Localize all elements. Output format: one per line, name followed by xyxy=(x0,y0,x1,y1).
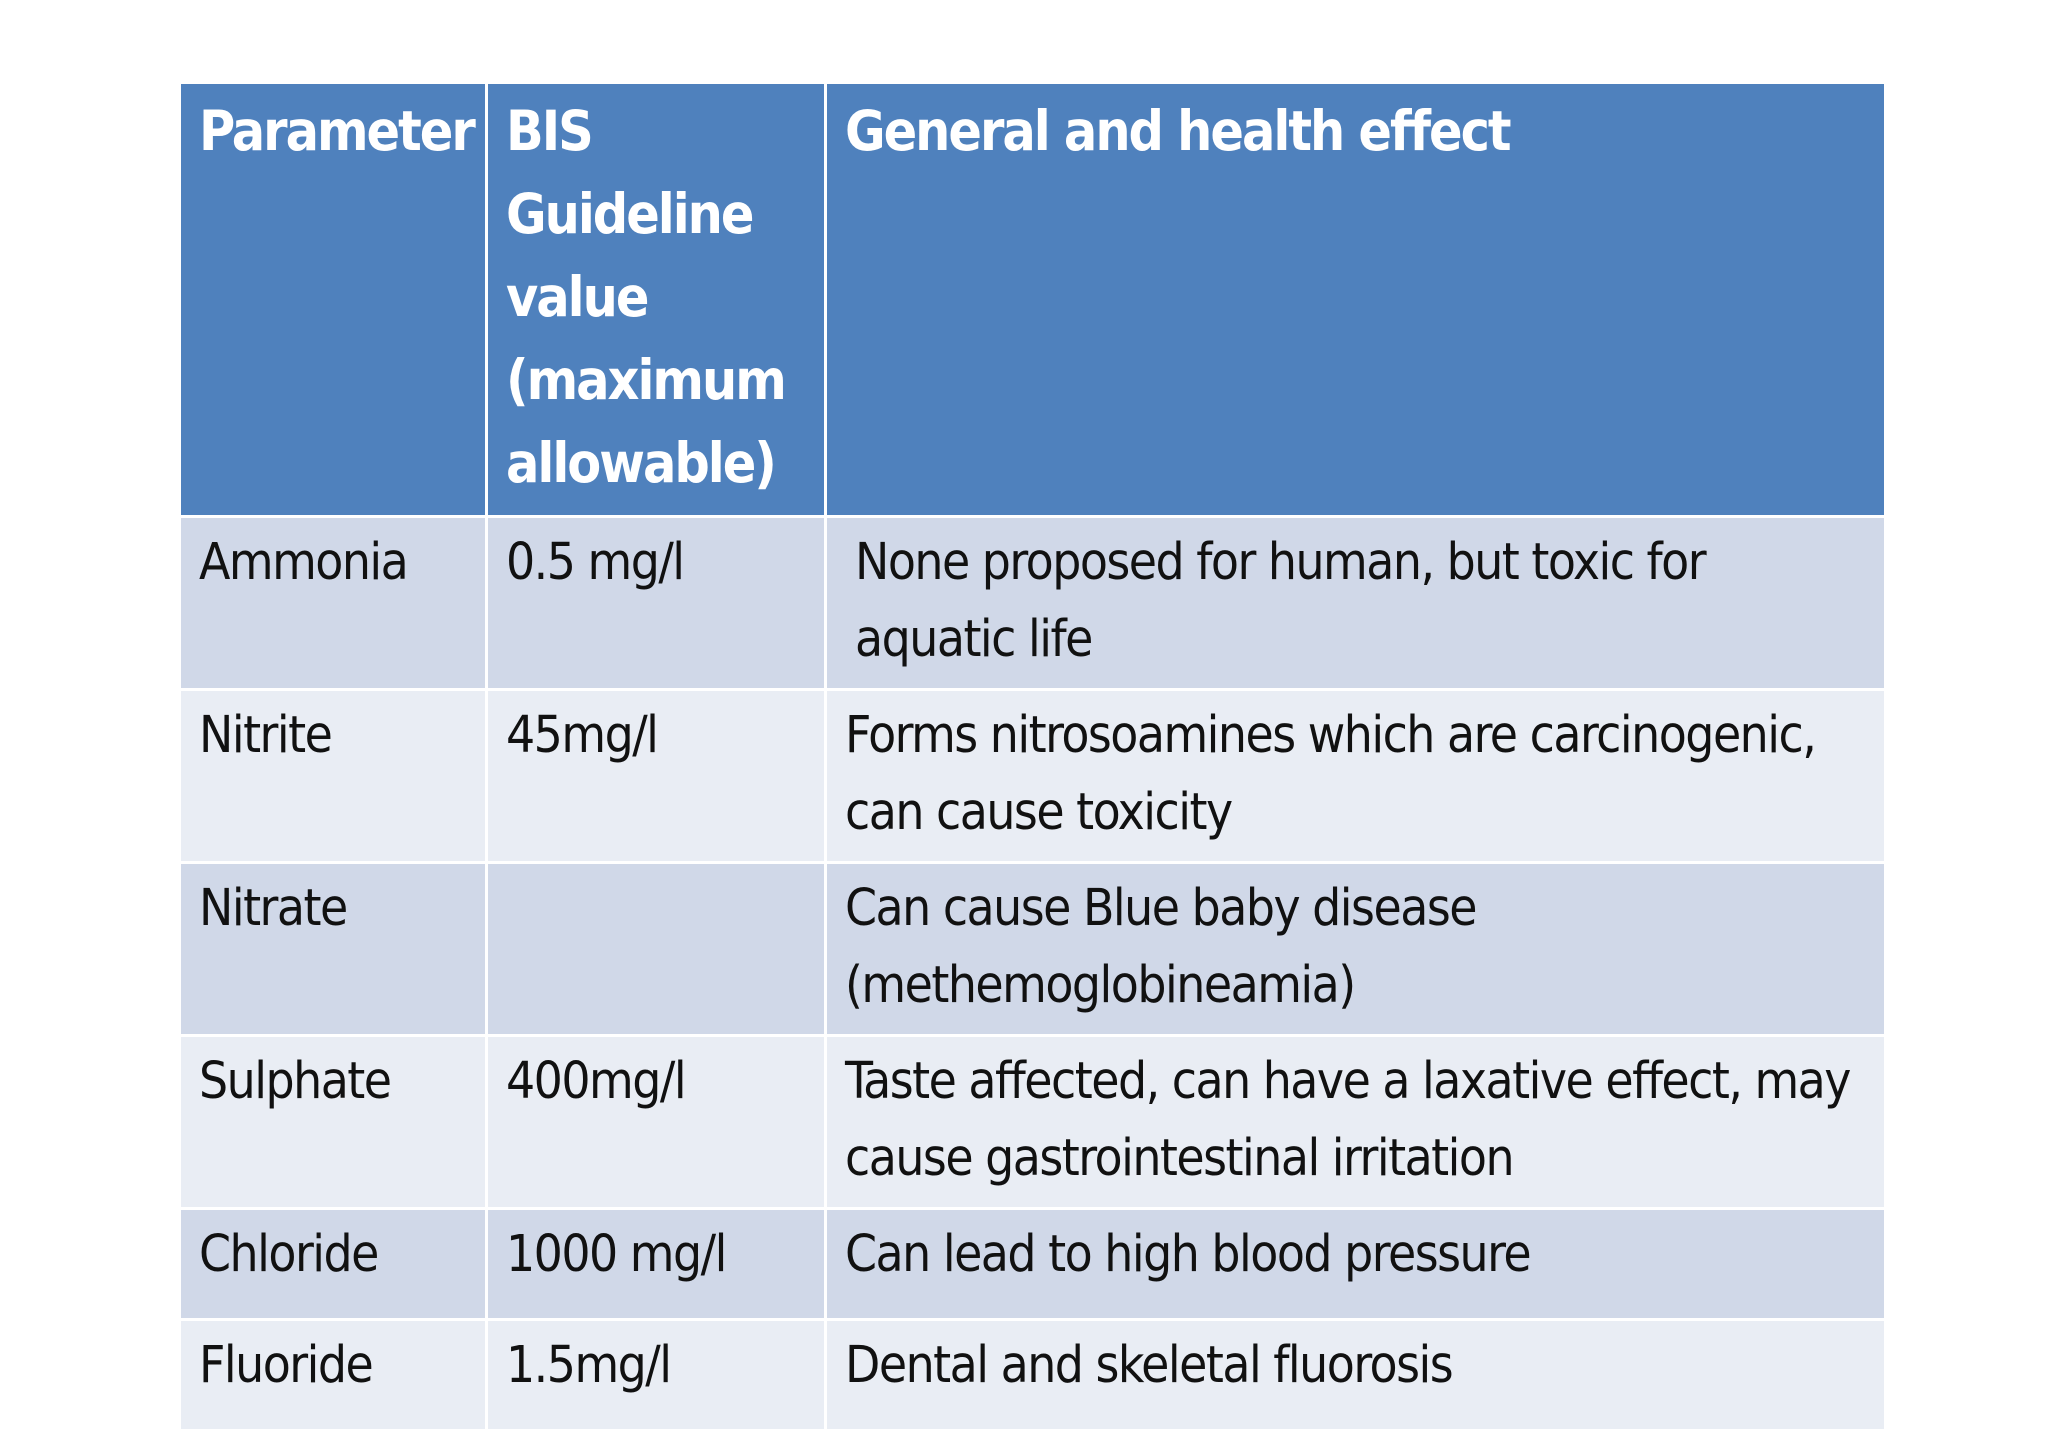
value-cell xyxy=(485,861,827,1037)
parameters-table: Parameter BIS Guideline value (maximum a… xyxy=(178,81,1887,1432)
parameter-cell: Fluoride xyxy=(178,1318,488,1432)
value-cell: 1000 mg/l xyxy=(485,1207,827,1321)
table-row: Fluoride 1.5mg/l Dental and skeletal flu… xyxy=(178,1318,1887,1432)
parameter-cell: Chloride xyxy=(178,1207,488,1321)
effect-cell: None proposed for human, but toxic for a… xyxy=(824,515,1887,691)
value-cell: 1.5mg/l xyxy=(485,1318,827,1432)
value-cell: 400mg/l xyxy=(485,1034,827,1210)
parameter-cell: Nitrite xyxy=(178,688,488,864)
header-parameter: Parameter xyxy=(178,81,488,518)
effect-cell: Can cause Blue baby disease (methemoglob… xyxy=(824,861,1887,1037)
effect-text: None proposed for human, but toxic for a… xyxy=(855,533,1707,669)
value-cell: 0.5 mg/l xyxy=(485,515,827,691)
table-header-row: Parameter BIS Guideline value (maximum a… xyxy=(178,81,1887,518)
table-row: Ammonia 0.5 mg/l None proposed for human… xyxy=(178,515,1887,691)
parameter-cell: Ammonia xyxy=(178,515,488,691)
parameter-cell: Nitrate xyxy=(178,861,488,1037)
effect-cell: Forms nitrosoamines which are carcinogen… xyxy=(824,688,1887,864)
value-cell: 45mg/l xyxy=(485,688,827,864)
effect-cell: Taste affected, can have a laxative effe… xyxy=(824,1034,1887,1210)
effect-cell: Dental and skeletal fluorosis xyxy=(824,1318,1887,1432)
parameter-cell: Sulphate xyxy=(178,1034,488,1210)
effect-cell: Can lead to high blood pressure xyxy=(824,1207,1887,1321)
table-row: Nitrate Can cause Blue baby disease (met… xyxy=(178,861,1887,1037)
table-row: Sulphate 400mg/l Taste affected, can hav… xyxy=(178,1034,1887,1210)
header-bis-guideline-value: BIS Guideline value (maximum allowable) xyxy=(485,81,827,518)
header-health-effect: General and health effect xyxy=(824,81,1887,518)
table-row: Chloride 1000 mg/l Can lead to high bloo… xyxy=(178,1207,1887,1321)
table-row: Nitrite 45mg/l Forms nitrosoamines which… xyxy=(178,688,1887,864)
